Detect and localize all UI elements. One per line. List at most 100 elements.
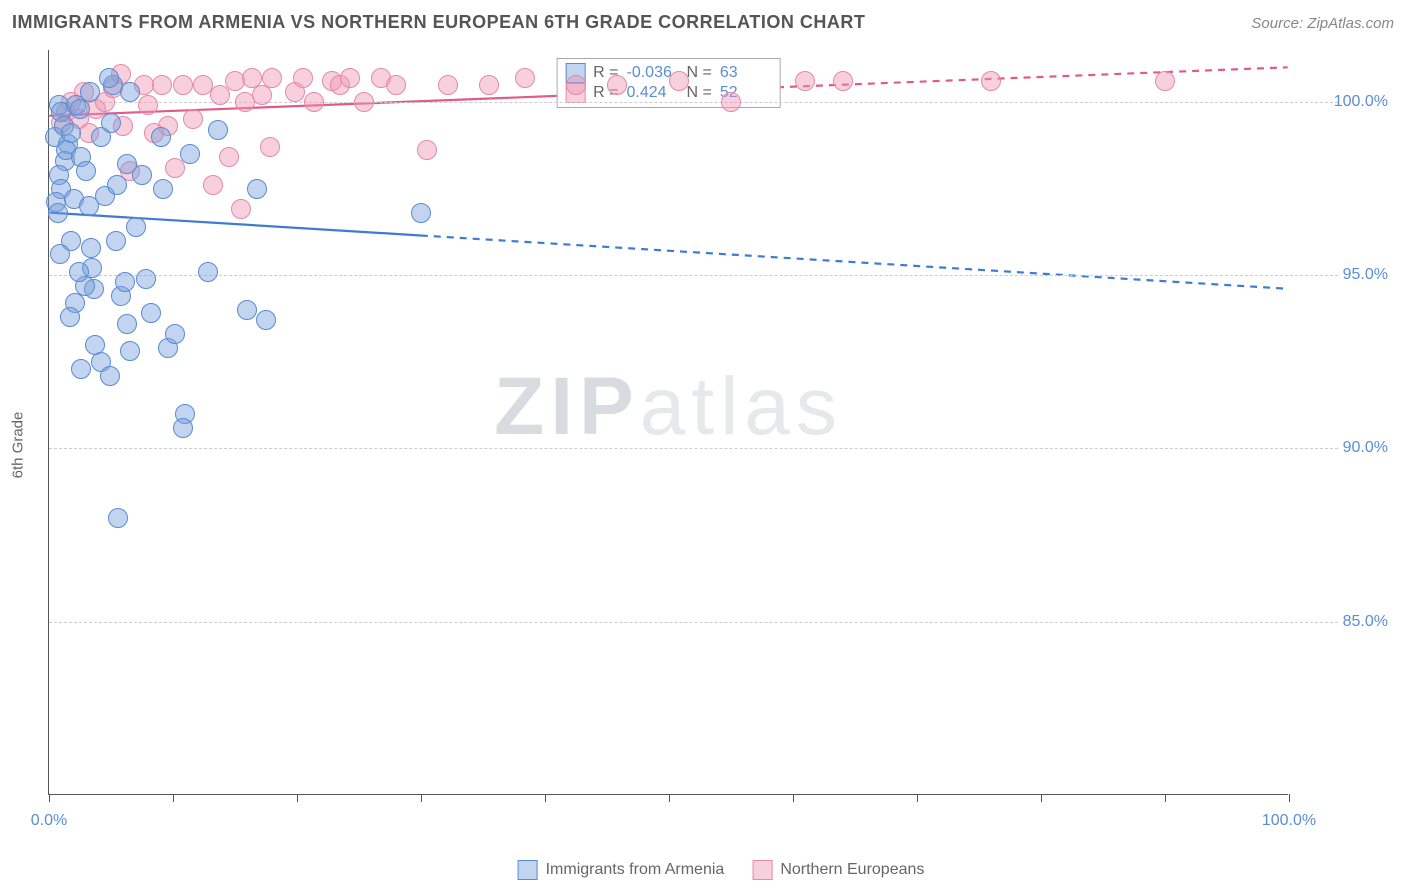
xtick (545, 794, 546, 802)
scatter-point-a (101, 113, 121, 133)
scatter-point-b (607, 75, 627, 95)
xtick (917, 794, 918, 802)
scatter-point-a (151, 127, 171, 147)
source-prefix: Source: (1251, 15, 1307, 32)
gridline (49, 275, 1338, 276)
xtick (1165, 794, 1166, 802)
scatter-point-a (247, 179, 267, 199)
legend-swatch-a (518, 860, 538, 880)
scatter-point-b (833, 71, 853, 91)
scatter-point-b (260, 137, 280, 157)
ytick-label: 90.0% (1343, 439, 1388, 457)
scatter-point-a (208, 120, 228, 140)
scatter-point-a (198, 262, 218, 282)
scatter-point-b (1155, 71, 1175, 91)
scatter-point-b (981, 71, 1001, 91)
legend-swatch-b (752, 860, 772, 880)
scatter-point-b (721, 92, 741, 112)
legend-N-value-a: 63 (720, 64, 772, 82)
scatter-point-b (152, 75, 172, 95)
scatter-point-b (173, 75, 193, 95)
ytick-label: 100.0% (1334, 93, 1388, 111)
scatter-point-b (479, 75, 499, 95)
scatter-point-a (237, 300, 257, 320)
xtick-label: 0.0% (31, 812, 67, 830)
scatter-point-a (99, 68, 119, 88)
scatter-point-a (70, 99, 90, 119)
xtick (49, 794, 50, 802)
scatter-point-b (293, 68, 313, 88)
watermark-rest: atlas (640, 361, 843, 452)
watermark: ZIPatlas (494, 360, 843, 454)
scatter-point-a (136, 269, 156, 289)
scatter-point-a (71, 359, 91, 379)
legend-item-b: Northern Europeans (752, 860, 924, 880)
scatter-point-a (80, 82, 100, 102)
scatter-point-a (69, 262, 89, 282)
scatter-point-b (304, 92, 324, 112)
legend-label-a: Immigrants from Armenia (546, 861, 725, 879)
scatter-point-a (106, 231, 126, 251)
plot-area: ZIPatlas R = -0.036 N = 63 R = 0.424 N =… (48, 50, 1288, 795)
scatter-point-a (165, 324, 185, 344)
ytick-label: 95.0% (1343, 266, 1388, 284)
scatter-point-a (153, 179, 173, 199)
scatter-point-b (566, 75, 586, 95)
scatter-point-b (354, 92, 374, 112)
series-legend: Immigrants from Armenia Northern Europea… (518, 860, 925, 880)
scatter-point-b (340, 68, 360, 88)
scatter-point-a (76, 161, 96, 181)
scatter-point-a (120, 82, 140, 102)
legend-label-b: Northern Europeans (780, 861, 924, 879)
scatter-point-b (262, 68, 282, 88)
scatter-point-a (180, 144, 200, 164)
scatter-point-b (795, 71, 815, 91)
scatter-point-b (417, 140, 437, 160)
scatter-point-a (108, 508, 128, 528)
legend-N-label: N = (687, 84, 712, 102)
ytick-label: 85.0% (1343, 613, 1388, 631)
xtick (421, 794, 422, 802)
scatter-point-a (50, 244, 70, 264)
scatter-point-a (61, 123, 81, 143)
source-name: ZipAtlas.com (1307, 15, 1394, 32)
xtick (669, 794, 670, 802)
scatter-point-b (515, 68, 535, 88)
scatter-point-b (183, 109, 203, 129)
scatter-point-a (107, 175, 127, 195)
y-axis-label: 6th Grade (10, 412, 27, 479)
source-label: Source: ZipAtlas.com (1251, 15, 1394, 32)
scatter-point-a (141, 303, 161, 323)
chart-container: 6th Grade ZIPatlas R = -0.036 N = 63 R =… (48, 50, 1394, 840)
scatter-point-a (48, 203, 68, 223)
scatter-point-b (386, 75, 406, 95)
gridline (49, 448, 1338, 449)
scatter-point-b (138, 95, 158, 115)
scatter-point-b (669, 71, 689, 91)
scatter-point-a (173, 418, 193, 438)
xtick (297, 794, 298, 802)
xtick (1041, 794, 1042, 802)
scatter-point-a (117, 314, 137, 334)
watermark-bold: ZIP (494, 361, 640, 452)
scatter-point-a (81, 238, 101, 258)
scatter-point-a (115, 272, 135, 292)
scatter-point-b (252, 85, 272, 105)
scatter-point-a (256, 310, 276, 330)
xtick (173, 794, 174, 802)
scatter-point-a (120, 341, 140, 361)
scatter-point-b (438, 75, 458, 95)
xtick-label: 100.0% (1262, 812, 1316, 830)
scatter-point-b (203, 175, 223, 195)
legend-N-label: N = (687, 64, 712, 82)
scatter-point-a (411, 203, 431, 223)
scatter-point-a (126, 217, 146, 237)
gridline (49, 622, 1338, 623)
xtick (1289, 794, 1290, 802)
chart-title: IMMIGRANTS FROM ARMENIA VS NORTHERN EURO… (12, 12, 865, 33)
scatter-point-b (231, 199, 251, 219)
scatter-point-b (219, 147, 239, 167)
scatter-point-a (100, 366, 120, 386)
scatter-point-a (117, 154, 137, 174)
xtick (793, 794, 794, 802)
